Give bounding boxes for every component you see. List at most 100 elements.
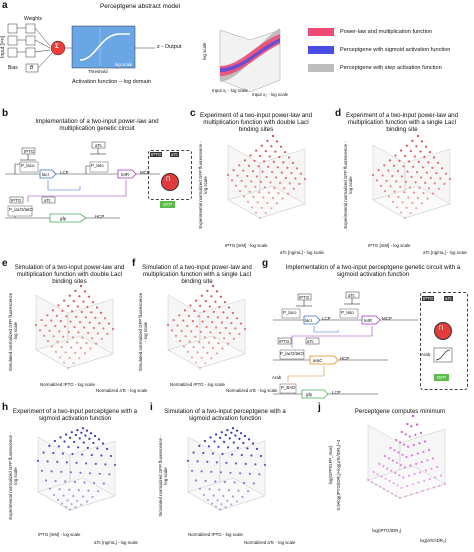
data-point	[93, 481, 96, 485]
data-point	[91, 495, 94, 499]
data-point	[374, 483, 378, 486]
data-point	[405, 144, 408, 147]
panel-g-mcp: MCP	[382, 316, 392, 321]
data-point	[213, 336, 216, 339]
data-point	[238, 332, 241, 335]
data-point	[242, 195, 246, 198]
data-point	[235, 317, 239, 320]
data-point	[264, 150, 267, 153]
data-point	[248, 190, 251, 193]
data-point	[424, 145, 428, 148]
data-point	[395, 206, 399, 209]
data-point	[188, 340, 191, 343]
data-point	[86, 305, 89, 309]
data-point	[280, 171, 283, 174]
data-point	[97, 490, 100, 493]
data-point	[217, 445, 220, 448]
data-point	[385, 179, 388, 182]
data-point	[76, 429, 79, 432]
data-point	[408, 186, 411, 189]
data-point	[443, 182, 446, 185]
data-point	[398, 159, 401, 162]
data-point	[263, 186, 266, 189]
data-point	[268, 155, 271, 158]
weights-label: Weights	[24, 16, 42, 22]
data-point	[74, 433, 77, 437]
data-point	[184, 335, 187, 338]
data-point	[71, 452, 74, 456]
data-point	[78, 357, 81, 360]
data-point	[391, 174, 394, 178]
data-point	[62, 335, 65, 338]
data-point	[420, 202, 423, 205]
panel-g-lcp: LCP	[322, 316, 331, 321]
data-point	[36, 459, 40, 462]
activation-function-label: Activation function – log domain	[72, 79, 151, 85]
data-point	[182, 345, 186, 348]
data-point	[210, 357, 213, 360]
data-point	[58, 330, 61, 333]
data-point	[287, 156, 291, 159]
data-point	[76, 305, 79, 308]
panel-e-zlabel: Simulated normalized GFP fluorescence - …	[8, 292, 18, 372]
data-point	[419, 471, 422, 474]
data-point	[423, 479, 426, 482]
data-point	[196, 460, 199, 463]
data-point	[46, 340, 50, 343]
data-point	[40, 469, 44, 472]
data-point	[406, 422, 409, 426]
data-point	[79, 346, 82, 350]
data-point	[92, 441, 95, 445]
data-point	[411, 201, 414, 204]
data-point	[98, 322, 101, 325]
data-point	[69, 471, 72, 474]
data-point	[219, 436, 222, 439]
data-point	[236, 174, 239, 177]
data-point	[40, 319, 43, 322]
data-point	[91, 301, 95, 304]
data-point	[214, 300, 217, 303]
data-point	[80, 503, 83, 506]
data-point	[86, 446, 89, 449]
panel-h-ylabel: aTc [ng/mL] - log scale	[94, 540, 138, 545]
data-point	[419, 150, 422, 153]
data-point	[411, 414, 415, 418]
floor	[37, 477, 116, 511]
data-point	[192, 451, 195, 454]
data-point	[243, 327, 247, 331]
data-point	[240, 453, 243, 457]
data-point	[258, 191, 261, 194]
panel-h-title: Experiment of a two-input perceptgene wi…	[12, 408, 138, 423]
panel-d-title: Experiment of a two-input power-law and …	[345, 112, 459, 134]
data-point	[91, 337, 94, 340]
data-point	[238, 190, 242, 193]
data-point	[223, 337, 226, 340]
data-point	[83, 352, 86, 355]
floor	[372, 185, 451, 219]
data-point	[439, 474, 443, 477]
data-point	[63, 325, 66, 328]
legend-item-sigmoid: Perceptgene with sigmoid activation func…	[308, 46, 450, 54]
data-point	[206, 460, 209, 463]
panel-g-iptg-2: IPTG	[279, 339, 290, 344]
data-point	[219, 471, 222, 474]
data-point	[87, 489, 90, 492]
data-point	[288, 182, 291, 185]
data-point	[237, 489, 240, 492]
data-point	[279, 181, 282, 184]
data-point	[251, 170, 254, 173]
data-point	[73, 440, 76, 444]
panel-b-laci: lacI	[42, 172, 49, 177]
data-point	[415, 423, 419, 426]
data-point	[71, 336, 74, 339]
data-point	[251, 442, 255, 445]
data-point	[267, 191, 270, 194]
data-point	[260, 206, 263, 209]
data-point	[204, 362, 207, 365]
data-point	[263, 160, 266, 163]
data-point	[421, 166, 424, 169]
data-point	[48, 444, 51, 447]
data-point	[215, 433, 218, 436]
data-point	[194, 479, 198, 482]
data-point	[74, 506, 77, 509]
